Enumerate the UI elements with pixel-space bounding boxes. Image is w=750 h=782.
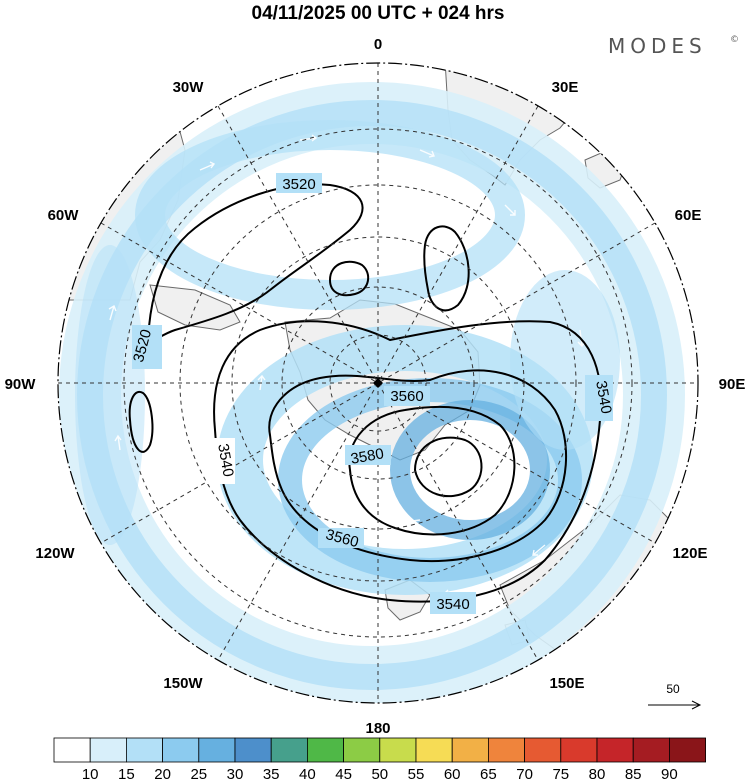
lon-label-0: 0 — [374, 36, 382, 53]
colorbar-swatch — [343, 737, 381, 763]
colorbar-tick-label: 50 — [371, 766, 388, 782]
contour-3580 — [348, 405, 516, 536]
contour-3600-center — [413, 436, 483, 498]
colorbar-swatch — [162, 737, 200, 763]
copyright-mark: © — [730, 35, 739, 45]
colorbar: 10 15 20 25 30 35 40 45 50 55 60 65 70 75 80 85 90 — [53, 737, 707, 782]
colorbar-swatch — [560, 737, 598, 763]
colorbar-tick-label: 85 — [625, 766, 642, 782]
wind-patch-east — [510, 270, 620, 450]
lon-label-120e: 120E — [672, 545, 707, 562]
contour-label: 3580 — [349, 445, 385, 468]
wind-reference: 50 — [648, 682, 702, 710]
lon-label-60w: 60W — [48, 207, 80, 224]
colorbar-tick-label: 35 — [263, 766, 280, 782]
colorbar-tick-label: 55 — [408, 766, 425, 782]
forecast-title: 04/11/2025 00 UTC + 024 hrs — [252, 3, 505, 24]
brand-logo: MODES — [608, 34, 707, 58]
colorbar-swatch — [234, 737, 272, 763]
wind-arrow — [199, 161, 216, 171]
map-boundary — [57, 62, 699, 704]
colorbar-tick-label: 40 — [299, 766, 316, 782]
wind-reference-value: 50 — [666, 682, 680, 696]
colorbar-swatch — [198, 737, 236, 763]
colorbar-tick-label: 10 — [82, 766, 99, 782]
wind-arrow — [299, 134, 318, 142]
lon-label-30e: 30E — [552, 79, 579, 96]
colorbar-tick-label: 30 — [227, 766, 244, 782]
contour-label: 3520 — [282, 176, 315, 193]
wind-arrow — [532, 544, 546, 556]
lon-label-90w: 90W — [5, 376, 37, 393]
meridian-30 — [217, 105, 539, 661]
wind-arrow — [313, 592, 331, 601]
colorbar-swatch — [632, 737, 670, 763]
colorbar-swatch — [451, 737, 489, 763]
contour-label: 3540 — [214, 442, 237, 478]
lat-circle — [179, 184, 577, 582]
colorbar-swatch — [379, 737, 417, 763]
contour-label: 3560 — [390, 388, 423, 405]
contour-label: 3540 — [436, 596, 469, 613]
colorbar-tick-label: 60 — [444, 766, 461, 782]
wind-arrow — [469, 439, 483, 450]
colorbar-tick-label: 20 — [154, 766, 171, 782]
colorbar-swatch — [270, 737, 308, 763]
longitude-labels: 0 30W 30E 60W 60E 90W 90E 120W 120E 150W… — [5, 36, 746, 737]
contour-closed-west — [128, 390, 154, 453]
wind-arrow — [513, 479, 522, 495]
wind-arrow — [114, 434, 122, 451]
lon-label-90e: 90E — [719, 376, 746, 393]
colorbar-tick-label: 70 — [516, 766, 533, 782]
colorbar-tick-label: 65 — [480, 766, 497, 782]
wind-arrow — [108, 304, 117, 321]
colorbar-swatch — [415, 737, 453, 763]
colorbar-tick-label: 45 — [335, 766, 352, 782]
wind-arrow — [504, 204, 516, 216]
meridian-30e — [217, 105, 539, 661]
colorbar-swatch — [53, 737, 91, 763]
wind-arrow — [403, 517, 421, 526]
lon-label-150w: 150W — [163, 675, 203, 692]
contour-label: 3540 — [592, 379, 615, 415]
lon-label-180: 180 — [365, 720, 390, 737]
colorbar-tick-label: 80 — [589, 766, 606, 782]
colorbar-swatch — [669, 737, 707, 763]
lon-label-120w: 120W — [35, 545, 75, 562]
meridian-60e — [100, 222, 656, 544]
colorbar-swatch — [306, 737, 344, 763]
map-disc — [58, 63, 698, 703]
colorbar-tick-label: 90 — [661, 766, 678, 782]
contour-closed-small — [328, 260, 370, 297]
colorbar-tick-label: 25 — [190, 766, 207, 782]
wind-vectors — [108, 134, 601, 601]
colorbar-swatch — [524, 737, 562, 763]
colorbar-tick-label: 15 — [118, 766, 135, 782]
colorbar-swatch — [89, 737, 127, 763]
lon-label-150e: 150E — [549, 675, 584, 692]
contour-3560 — [268, 369, 568, 563]
colorbar-swatch — [487, 737, 525, 763]
wind-arrow — [419, 149, 435, 158]
arrow-right-icon — [648, 700, 702, 710]
wind-patch-west — [75, 245, 145, 545]
colorbar-swatch — [126, 737, 164, 763]
lon-label-30w: 30W — [173, 79, 205, 96]
meridian-60 — [100, 222, 656, 544]
contour-3520-north — [146, 183, 364, 343]
lat-circle — [123, 128, 633, 638]
colorbar-swatch — [596, 737, 634, 763]
contour-closed-east — [423, 225, 470, 312]
south-pole-marker — [373, 378, 383, 388]
wind-arrow — [207, 549, 221, 561]
lon-label-60e: 60E — [675, 207, 702, 224]
contour-labels: 3520 3520 3540 3540 3540 3560 3560 3580 — [130, 173, 615, 614]
colorbar-tick-label: 75 — [552, 766, 569, 782]
